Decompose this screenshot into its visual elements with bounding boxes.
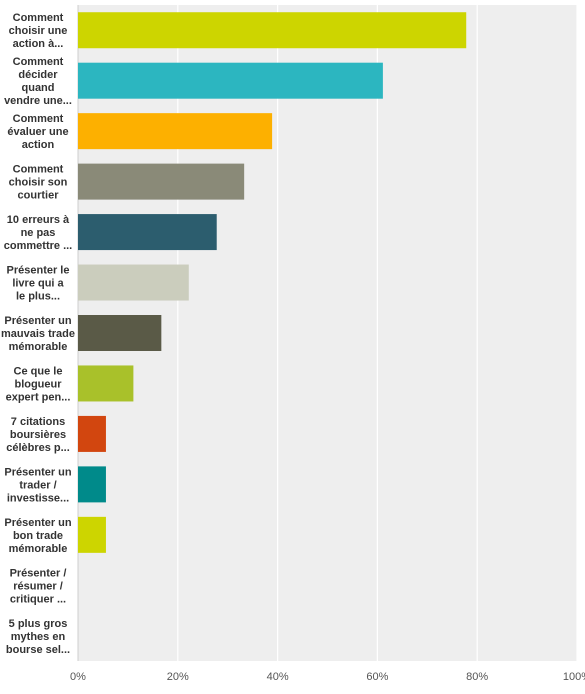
bar	[78, 264, 189, 301]
category-label: Ce que le blogueur expert pen...	[6, 365, 71, 403]
bars	[78, 12, 467, 553]
bar	[78, 415, 106, 452]
x-tick-label: 40%	[267, 671, 289, 683]
category-label: Présenter un mauvais trade mémorable	[1, 315, 75, 353]
bar	[78, 12, 467, 49]
category-label: 5 plus gros mythes en bourse sel...	[6, 618, 70, 656]
x-axis-ticks: 0% 20% 40% 60% 80% 100%	[70, 671, 585, 683]
category-label: Présenter un bon trade mémorable	[4, 517, 72, 555]
bar	[78, 113, 273, 150]
category-label: Comment choisir son courtier	[9, 164, 68, 202]
bar	[78, 163, 245, 200]
category-label: Comment décider quand vendre une...	[4, 56, 72, 107]
x-tick-label: 0%	[70, 671, 86, 683]
category-label: Comment évaluer une action	[7, 113, 68, 151]
bar	[78, 62, 383, 99]
x-tick-label: 20%	[167, 671, 189, 683]
bar	[78, 466, 106, 503]
category-label: 7 citations boursières célèbres p...	[6, 416, 70, 454]
category-labels: Comment choisir une action à... Comment déci…	[1, 12, 75, 656]
category-label: 10 erreurs à ne pas commettre ...	[4, 214, 72, 252]
category-label: Présenter un trader / investisse...	[4, 466, 72, 504]
bar	[78, 214, 217, 251]
bar	[78, 315, 162, 351]
x-tick-label: 60%	[366, 671, 388, 683]
x-tick-label: 80%	[466, 671, 488, 683]
category-label: Présenter le livre qui a le plus...	[7, 265, 70, 303]
x-tick-label: 100%	[563, 671, 585, 683]
bar	[78, 365, 134, 402]
category-label: Comment choisir une action à...	[9, 12, 68, 50]
category-label: Présenter / résumer / critiquer ...	[10, 567, 67, 605]
bar	[78, 516, 106, 553]
